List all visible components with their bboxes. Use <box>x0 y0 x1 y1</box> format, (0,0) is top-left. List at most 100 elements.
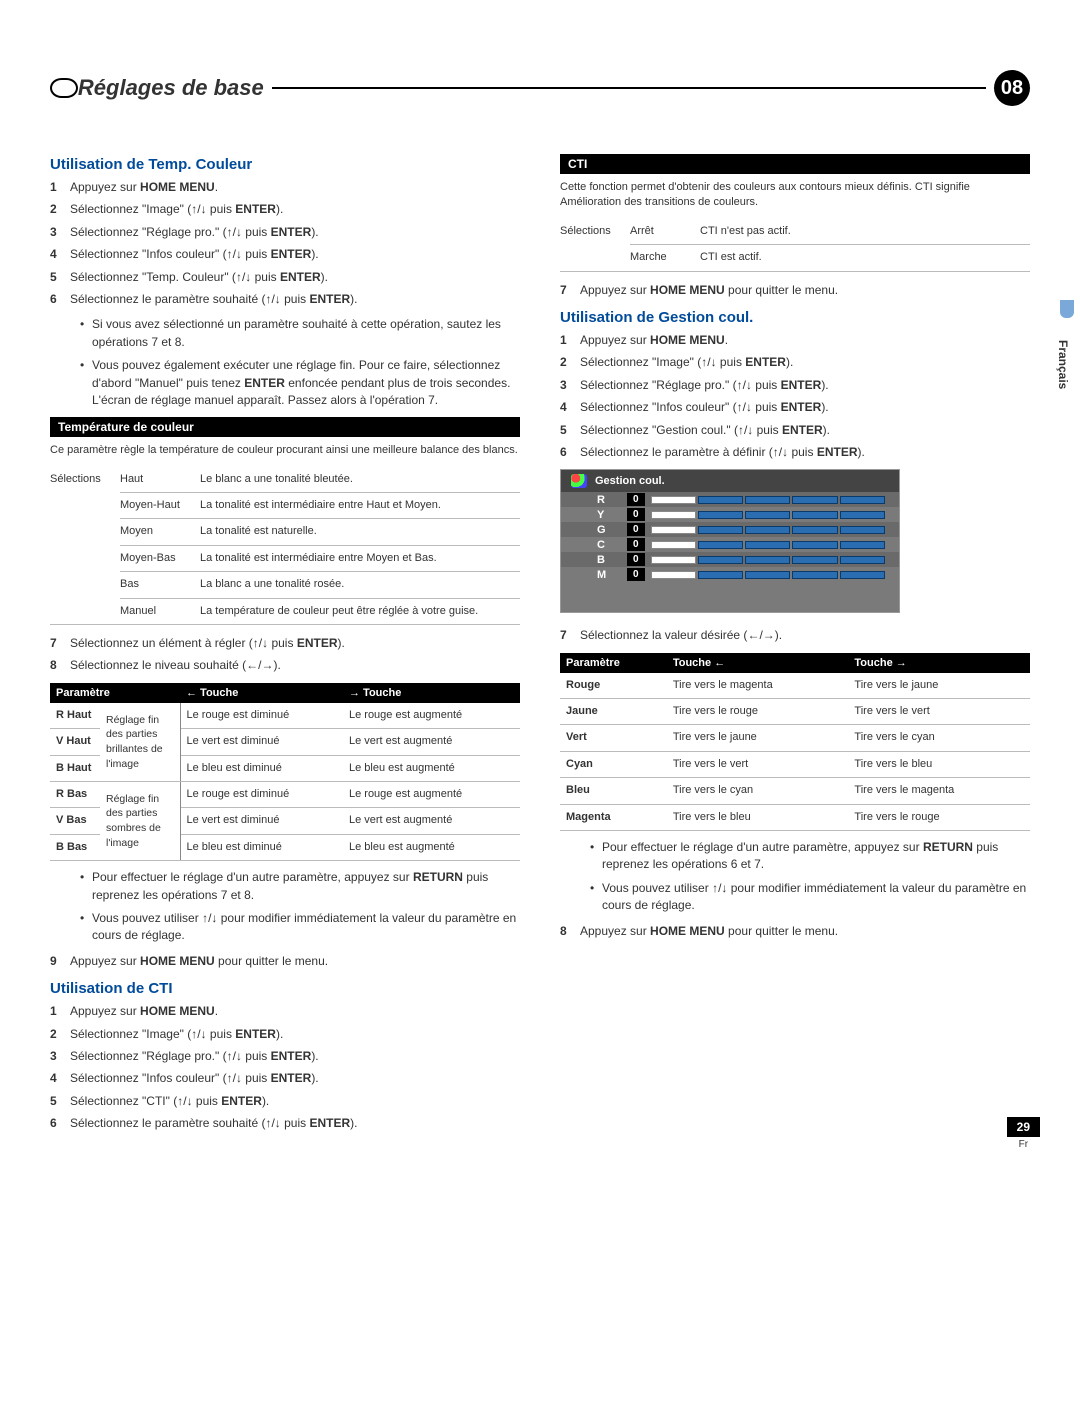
param-name: R Haut <box>50 703 100 729</box>
channel-value: 0 <box>627 568 645 581</box>
channel-value: 0 <box>627 508 645 521</box>
step-item: 1Appuyez sur HOME MENU. <box>50 1003 520 1020</box>
step-item: 3Sélectionnez "Réglage pro." (↑/↓ puis E… <box>50 224 520 241</box>
slider-track[interactable] <box>651 570 885 580</box>
step-text: Sélectionnez le paramètre souhaité (↑/↓ … <box>70 291 358 308</box>
step-number: 6 <box>560 444 580 461</box>
step-item: 9Appuyez sur HOME MENU pour quitter le m… <box>50 953 520 970</box>
section-gestion-title: Utilisation de Gestion coul. <box>560 309 1030 326</box>
effect-right: Le rouge est augmenté <box>343 703 520 729</box>
effect-left: Le vert est diminué <box>180 808 343 834</box>
channel-label: Y <box>597 509 627 521</box>
step-number: 5 <box>50 1093 70 1110</box>
step-number: 8 <box>50 657 70 674</box>
bullet-item: Si vous avez sélectionné un paramètre so… <box>80 316 520 351</box>
effect-cell: Tire vers le magenta <box>667 673 849 699</box>
col-header: Paramètre <box>560 653 667 673</box>
effect-cell: Tire vers le bleu <box>667 804 849 830</box>
step-number: 3 <box>50 224 70 241</box>
step-number: 5 <box>560 422 580 439</box>
effect-cell: Tire vers le jaune <box>848 673 1030 699</box>
step-text: Sélectionnez "Réglage pro." (↑/↓ puis EN… <box>580 377 829 394</box>
title-divider <box>272 87 986 89</box>
box-temp-desc: Ce paramètre règle la température de cou… <box>50 443 520 458</box>
channel-label: G <box>597 524 627 536</box>
slider-track[interactable] <box>651 495 885 505</box>
step-item: 7Sélectionnez la valeur désirée (←/→). <box>560 627 1030 644</box>
effect-right: Le rouge est augmenté <box>343 781 520 807</box>
param-name: Cyan <box>560 751 667 777</box>
panel-title: Gestion coul. <box>595 475 665 487</box>
step-item: 8Sélectionnez le niveau souhaité (←/→). <box>50 657 520 674</box>
step-number: 2 <box>50 201 70 218</box>
steps-temp-couleur: 1Appuyez sur HOME MENU.2Sélectionnez "Im… <box>50 179 520 308</box>
panel-header: Gestion coul. <box>561 470 899 492</box>
option-name: Arrêt <box>630 219 700 245</box>
step-number: 6 <box>50 1115 70 1132</box>
step-item: 3Sélectionnez "Réglage pro." (↑/↓ puis E… <box>50 1048 520 1065</box>
option-desc: La température de couleur peut être régl… <box>200 598 520 624</box>
slider-track[interactable] <box>651 525 885 535</box>
bullet-item: Vous pouvez utiliser ↑/↓ pour modifier i… <box>590 880 1030 915</box>
option-desc: CTI n'est pas actif. <box>700 219 1030 245</box>
step-number: 7 <box>560 282 580 299</box>
effect-cell: Tire vers le cyan <box>848 725 1030 751</box>
col-header: Paramètre <box>50 683 180 703</box>
step-text: Sélectionnez "Temp. Couleur" (↑/↓ puis E… <box>70 269 328 286</box>
step-item: 4Sélectionnez "Infos couleur" (↑/↓ puis … <box>50 1070 520 1087</box>
param-name: Rouge <box>560 673 667 699</box>
page-title: Réglages de base <box>78 73 264 103</box>
step-item: 2Sélectionnez "Image" (↑/↓ puis ENTER). <box>50 201 520 218</box>
step-number: 9 <box>50 953 70 970</box>
param-name: Bleu <box>560 778 667 804</box>
step-text: Sélectionnez un élément à régler (↑/↓ pu… <box>70 635 345 652</box>
effect-right: Le bleu est augmenté <box>343 834 520 860</box>
param-name: R Bas <box>50 781 100 807</box>
bullets-temp-couleur: Si vous avez sélectionné un paramètre so… <box>50 316 520 409</box>
col-header: ← Touche <box>180 683 343 703</box>
side-language-tab: Français <box>1056 340 1070 389</box>
table-rgb-haut-bas: Paramètre← Touche→ ToucheR HautRéglage f… <box>50 683 520 861</box>
effect-cell: Tire vers le rouge <box>667 699 849 725</box>
col-header: → Touche <box>343 683 520 703</box>
step-text: Appuyez sur HOME MENU pour quitter le me… <box>580 923 838 940</box>
param-name: B Haut <box>50 755 100 781</box>
step-text: Sélectionnez la valeur désirée (←/→). <box>580 627 782 644</box>
slider-row: M0 <box>561 567 899 582</box>
effect-right: Le vert est augmenté <box>343 729 520 755</box>
step-text: Sélectionnez le niveau souhaité (←/→). <box>70 657 281 674</box>
left-column: Utilisation de Temp. Couleur 1Appuyez su… <box>50 146 520 1140</box>
bullet-item: Vous pouvez également exécuter une régla… <box>80 357 520 409</box>
option-desc: Le blanc a une tonalité bleutée. <box>200 467 520 493</box>
step-text: Appuyez sur HOME MENU. <box>70 1003 218 1020</box>
option-desc: La tonalité est intermédiaire entre Haut… <box>200 493 520 519</box>
slider-track[interactable] <box>651 540 885 550</box>
section-cti-title: Utilisation de CTI <box>50 980 520 997</box>
option-name: Moyen-Bas <box>120 545 200 571</box>
bullet-item: Vous pouvez utiliser ↑/↓ pour modifier i… <box>80 910 520 945</box>
step-text: Appuyez sur HOME MENU. <box>70 179 218 196</box>
page-footer: 29 Fr <box>1007 1117 1040 1150</box>
slider-track[interactable] <box>651 510 885 520</box>
step-text: Sélectionnez "Infos couleur" (↑/↓ puis E… <box>70 1070 319 1087</box>
step-7-gestion: 7Sélectionnez la valeur désirée (←/→). <box>560 627 1030 644</box>
effect-cell: Tire vers le jaune <box>667 725 849 751</box>
channel-label: M <box>597 569 627 581</box>
step-item: 7Sélectionnez un élément à régler (↑/↓ p… <box>50 635 520 652</box>
option-name: Moyen <box>120 519 200 545</box>
param-name: Magenta <box>560 804 667 830</box>
effect-cell: Tire vers le bleu <box>848 751 1030 777</box>
effect-cell: Tire vers le magenta <box>848 778 1030 804</box>
effect-right: Le bleu est augmenté <box>343 755 520 781</box>
step-item: 2Sélectionnez "Image" (↑/↓ puis ENTER). <box>50 1026 520 1043</box>
step-item: 6Sélectionnez le paramètre à définir (↑/… <box>560 444 1030 461</box>
step-item: 5Sélectionnez "Temp. Couleur" (↑/↓ puis … <box>50 269 520 286</box>
slider-track[interactable] <box>651 555 885 565</box>
step-text: Sélectionnez "Image" (↑/↓ puis ENTER). <box>580 354 793 371</box>
step-item: 5Sélectionnez "CTI" (↑/↓ puis ENTER). <box>50 1093 520 1110</box>
option-desc: La tonalité est naturelle. <box>200 519 520 545</box>
slider-row: C0 <box>561 537 899 552</box>
step-number: 8 <box>560 923 580 940</box>
step-text: Sélectionnez "CTI" (↑/↓ puis ENTER). <box>70 1093 269 1110</box>
step-item: 1Appuyez sur HOME MENU. <box>560 332 1030 349</box>
